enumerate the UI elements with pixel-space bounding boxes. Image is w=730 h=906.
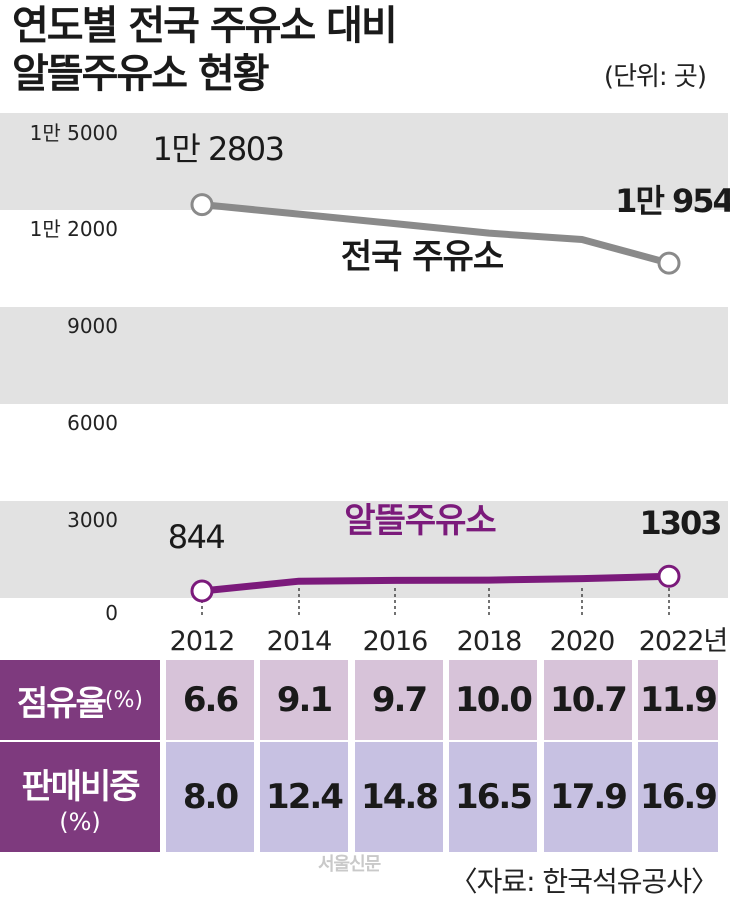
chart-title-line1: 연도별 전국 주유소 대비 [12,3,398,49]
chart-bands [0,113,728,598]
data-point [657,564,681,588]
row-header-sales-share-label: 판매비중 [21,766,140,807]
y-tick-labels: 1만 5000 1만 2000 9000 6000 3000 0 [30,121,118,625]
table-cell: 10.0 [449,660,537,740]
table-cell: 11.9 [638,660,718,740]
row-header-share-label: 점유율 [17,683,107,724]
x-tick-label: 2020 [550,626,615,657]
data-label: 1303 [639,504,720,542]
table-cell: 17.9 [544,742,632,852]
unit-label: (단위: 곳) [603,62,707,92]
table-cell: 16.5 [449,742,537,852]
table-row-sales-share: 판매비중 (%) 8.0 12.4 14.8 16.5 17.9 16.9 [0,742,730,852]
chart-title-line2: 알뜰주유소 현황 [12,51,270,97]
series-label-0: 전국 주유소 [341,237,504,277]
row-header-share: 점유율 (%) [0,660,160,740]
x-tick-labels: 2012 2014 2016 2018 2020 2022년 [170,588,728,657]
series-points [190,193,681,603]
series-label-1: 알뜰주유소 [344,501,496,541]
table-cell: 6.6 [166,660,254,740]
x-tick-label: 2012 [170,626,235,657]
row-header-share-unit: (%) [104,687,143,713]
series-lines [201,201,670,595]
x-tick-label: 2018 [457,626,522,657]
x-tick-label: 2014 [267,626,332,657]
y-tick-label: 9000 [67,314,118,338]
row-header-sales-share: 판매비중 (%) [0,742,160,852]
y-tick-label: 1만 5000 [30,121,118,145]
chart-band [0,307,728,404]
source-note: 〈자료: 한국석유공사〉 [449,865,719,898]
data-label: 1만 2803 [153,130,284,168]
y-tick-label: 3000 [67,508,118,532]
data-label: 844 [168,518,225,556]
data-label: 1만 954 [615,182,730,220]
series-line-1 [201,572,670,595]
table-cell: 16.9 [638,742,718,852]
table-cell: 14.8 [355,742,443,852]
chart-band [0,113,728,210]
row-header-sales-share-unit: (%) [59,807,101,836]
data-labels: 1만 2803 1만 954 844 1303 [153,130,730,556]
table-cell: 9.7 [355,660,443,740]
table-cell: 8.0 [166,742,254,852]
y-tick-label: 6000 [67,411,118,435]
table-cell: 10.7 [544,660,632,740]
line-chart: 1만 5000 1만 2000 9000 6000 3000 0 2012 2014 2016… [0,113,730,657]
table-cell: 9.1 [260,660,348,740]
series-line-0 [201,201,670,267]
data-point [190,193,214,217]
x-tick-label: 2022년 [639,626,728,657]
data-point [657,251,681,275]
table-row-share: 점유율 (%) 6.6 9.1 9.7 10.0 10.7 11.9 [0,660,730,740]
newspaper-logo: 서울신문 [318,854,381,875]
x-tick-label: 2016 [363,626,428,657]
y-tick-label: 1만 2000 [30,217,118,241]
data-point [190,579,214,603]
y-tick-label: 0 [105,601,118,625]
table-cell: 12.4 [260,742,348,852]
